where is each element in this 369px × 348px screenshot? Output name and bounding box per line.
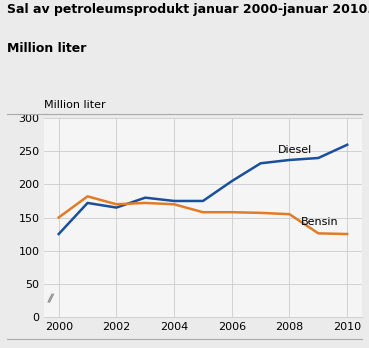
Text: Bensin: Bensin [301,217,339,227]
Text: Million liter: Million liter [44,100,106,110]
Text: Sal av petroleumsprodukt januar 2000-januar 2010.: Sal av petroleumsprodukt januar 2000-jan… [7,3,369,16]
Text: Diesel: Diesel [278,145,312,155]
Text: Million liter: Million liter [7,42,87,55]
